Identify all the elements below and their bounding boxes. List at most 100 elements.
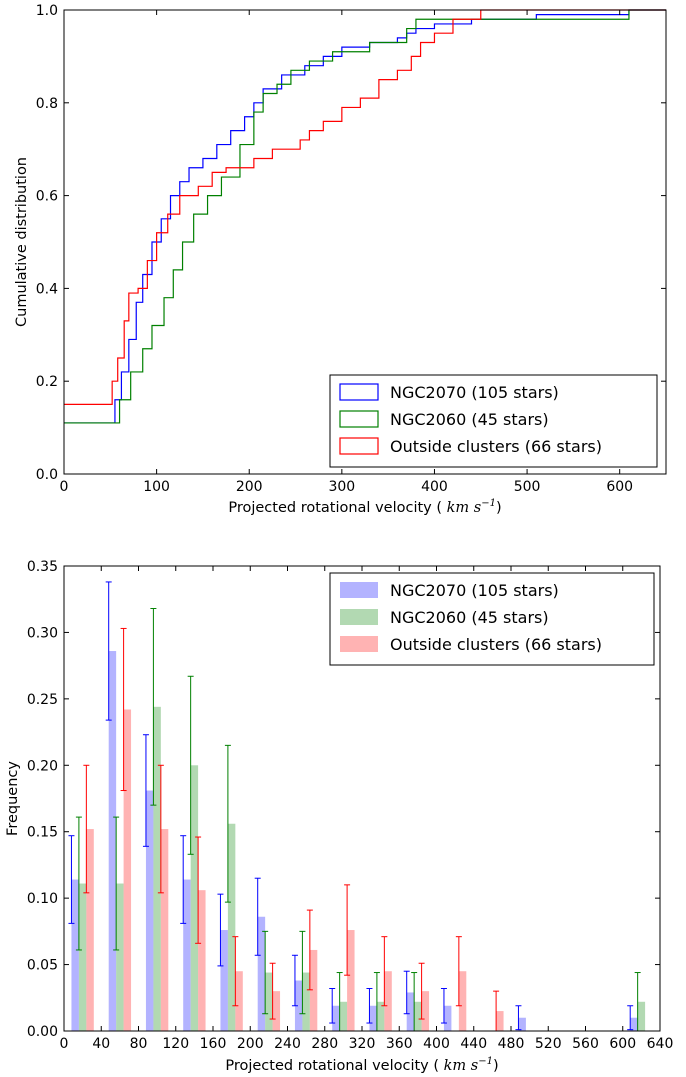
frequency-y-tick-label: 0.15 bbox=[27, 825, 58, 841]
frequency-bar bbox=[145, 790, 154, 1031]
cumulative-y-tick-label: 0.2 bbox=[36, 374, 58, 390]
cumulative-legend-swatch bbox=[339, 410, 379, 428]
frequency-chart: 0 40 80 120 160 200 240 280 320 360 400 440 480 520 56… bbox=[5, 559, 673, 1074]
cumulative-x-tick-label: 400 bbox=[421, 479, 448, 495]
frequency-bar bbox=[406, 992, 415, 1031]
cumulative-x-tick-label: 300 bbox=[328, 479, 355, 495]
cumulative-series-1 bbox=[64, 9, 666, 424]
frequency-legend-label: NGC2060 (45 stars) bbox=[390, 608, 549, 627]
frequency-bar bbox=[190, 765, 199, 1031]
frequency-bar bbox=[630, 1017, 638, 1031]
frequency-bar bbox=[302, 972, 310, 1031]
frequency-x-tick-label: 360 bbox=[386, 1036, 413, 1052]
frequency-bar bbox=[227, 823, 236, 1031]
frequency-bar bbox=[637, 1001, 646, 1031]
frequency-y-tick-label: 0.05 bbox=[27, 958, 58, 974]
frequency-bar bbox=[294, 980, 303, 1031]
frequency-bar bbox=[458, 971, 467, 1031]
cumulative-y-axis-label: Cumulative distribution bbox=[14, 157, 30, 327]
frequency-bar bbox=[108, 651, 117, 1031]
frequency-x-tick-label: 80 bbox=[130, 1036, 148, 1052]
frequency-bar bbox=[518, 1017, 526, 1031]
frequency-bar bbox=[339, 1001, 348, 1031]
frequency-x-tick-label: 160 bbox=[200, 1036, 227, 1052]
cumulative-y-tick-label: 1.0 bbox=[36, 3, 58, 19]
frequency-x-tick-label: 560 bbox=[572, 1036, 599, 1052]
frequency-bar bbox=[71, 879, 79, 1031]
cumulative-legend-swatch bbox=[339, 383, 379, 401]
cumulative-series-2 bbox=[64, 9, 666, 405]
cumulative-series-0 bbox=[64, 9, 666, 424]
frequency-legend-swatch bbox=[340, 636, 378, 652]
frequency-bar bbox=[265, 972, 273, 1031]
frequency-bar bbox=[153, 706, 161, 1031]
cumulative-y-tick-label: 0.0 bbox=[36, 467, 58, 483]
frequency-y-tick-label: 0.10 bbox=[27, 891, 58, 907]
cumulative-chart: 0 100 200 300 400 500 600 0.0 0.2 0.4 0.6 0.8 1.0 Pro… bbox=[14, 3, 667, 516]
frequency-x-tick-label: 280 bbox=[311, 1036, 338, 1052]
frequency-x-axis-label: Projected rotational velocity ( km s−1) bbox=[225, 1056, 498, 1074]
frequency-x-tick-label: 640 bbox=[647, 1036, 674, 1052]
frequency-bar bbox=[332, 1005, 340, 1031]
frequency-y-tick-label: 0.30 bbox=[27, 625, 58, 641]
frequency-bar bbox=[421, 991, 430, 1031]
frequency-legend-box bbox=[329, 572, 655, 666]
frequency-bar bbox=[376, 1001, 385, 1031]
frequency-bar bbox=[123, 709, 132, 1031]
frequency-bar bbox=[220, 930, 228, 1031]
frequency-x-tick-label: 240 bbox=[274, 1036, 301, 1052]
cumulative-legend-box bbox=[329, 374, 658, 468]
cumulative-y-tick-label: 0.4 bbox=[36, 281, 58, 297]
frequency-y-tick-label: 0.25 bbox=[27, 692, 58, 708]
frequency-bar bbox=[443, 1005, 452, 1031]
frequency-bar bbox=[183, 879, 191, 1031]
frequency-legend-swatch bbox=[340, 582, 378, 598]
frequency-bar bbox=[496, 1011, 504, 1031]
frequency-x-tick-label: 200 bbox=[237, 1036, 264, 1052]
frequency-bar bbox=[309, 949, 318, 1031]
frequency-legend-swatch bbox=[340, 609, 378, 625]
frequency-bar bbox=[414, 1001, 422, 1031]
frequency-bar bbox=[160, 829, 169, 1031]
cumulative-legend-label: NGC2060 (45 stars) bbox=[390, 410, 549, 429]
cumulative-legend: NGC2070 (105 stars) NGC2060 (45 stars) Out… bbox=[329, 374, 658, 468]
frequency-x-tick-label: 120 bbox=[162, 1036, 189, 1052]
frequency-y-tick-label: 0.00 bbox=[27, 1024, 58, 1040]
frequency-bar bbox=[257, 916, 266, 1031]
frequency-bar bbox=[116, 883, 124, 1031]
frequency-bar bbox=[78, 883, 87, 1031]
frequency-x-tick-label: 400 bbox=[423, 1036, 450, 1052]
frequency-bar bbox=[384, 971, 392, 1031]
frequency-x-tick-label: 480 bbox=[498, 1036, 525, 1052]
frequency-x-tick-label: 600 bbox=[609, 1036, 636, 1052]
frequency-legend: NGC2070 (105 stars) NGC2060 (45 stars) Out… bbox=[329, 572, 655, 666]
frequency-x-tick-label: 440 bbox=[460, 1036, 487, 1052]
cumulative-x-tick-label: 0 bbox=[60, 479, 69, 495]
frequency-y-axis-label: Frequency bbox=[5, 761, 21, 836]
cumulative-legend-swatch bbox=[339, 437, 379, 455]
cumulative-y-tick-label: 0.6 bbox=[36, 189, 58, 205]
cumulative-y-tick-label: 0.8 bbox=[36, 96, 58, 112]
cumulative-x-tick-label: 500 bbox=[514, 479, 541, 495]
cumulative-legend-label: Outside clusters (66 stars) bbox=[390, 437, 602, 456]
cumulative-x-tick-label: 100 bbox=[143, 479, 170, 495]
frequency-legend-label: NGC2070 (105 stars) bbox=[390, 581, 559, 600]
frequency-x-tick-label: 320 bbox=[349, 1036, 376, 1052]
cumulative-x-tick-label: 200 bbox=[236, 479, 263, 495]
frequency-bar bbox=[272, 991, 281, 1031]
cumulative-x-tick-label: 600 bbox=[606, 479, 633, 495]
cumulative-plot-frame bbox=[63, 9, 667, 475]
frequency-legend-label: Outside clusters (66 stars) bbox=[390, 635, 602, 654]
cumulative-x-axis-label: Projected rotational velocity ( km s−1) bbox=[228, 498, 501, 516]
frequency-x-tick-label: 520 bbox=[535, 1036, 562, 1052]
frequency-bar bbox=[347, 930, 355, 1031]
frequency-bar bbox=[369, 1005, 377, 1031]
frequency-x-tick-label: 0 bbox=[60, 1036, 69, 1052]
cumulative-legend-label: NGC2070 (105 stars) bbox=[390, 383, 559, 402]
frequency-y-tick-label: 0.20 bbox=[27, 758, 58, 774]
frequency-bar bbox=[235, 971, 243, 1031]
frequency-bar bbox=[198, 890, 206, 1031]
frequency-bar bbox=[86, 829, 94, 1031]
frequency-y-tick-label: 0.35 bbox=[27, 559, 58, 575]
